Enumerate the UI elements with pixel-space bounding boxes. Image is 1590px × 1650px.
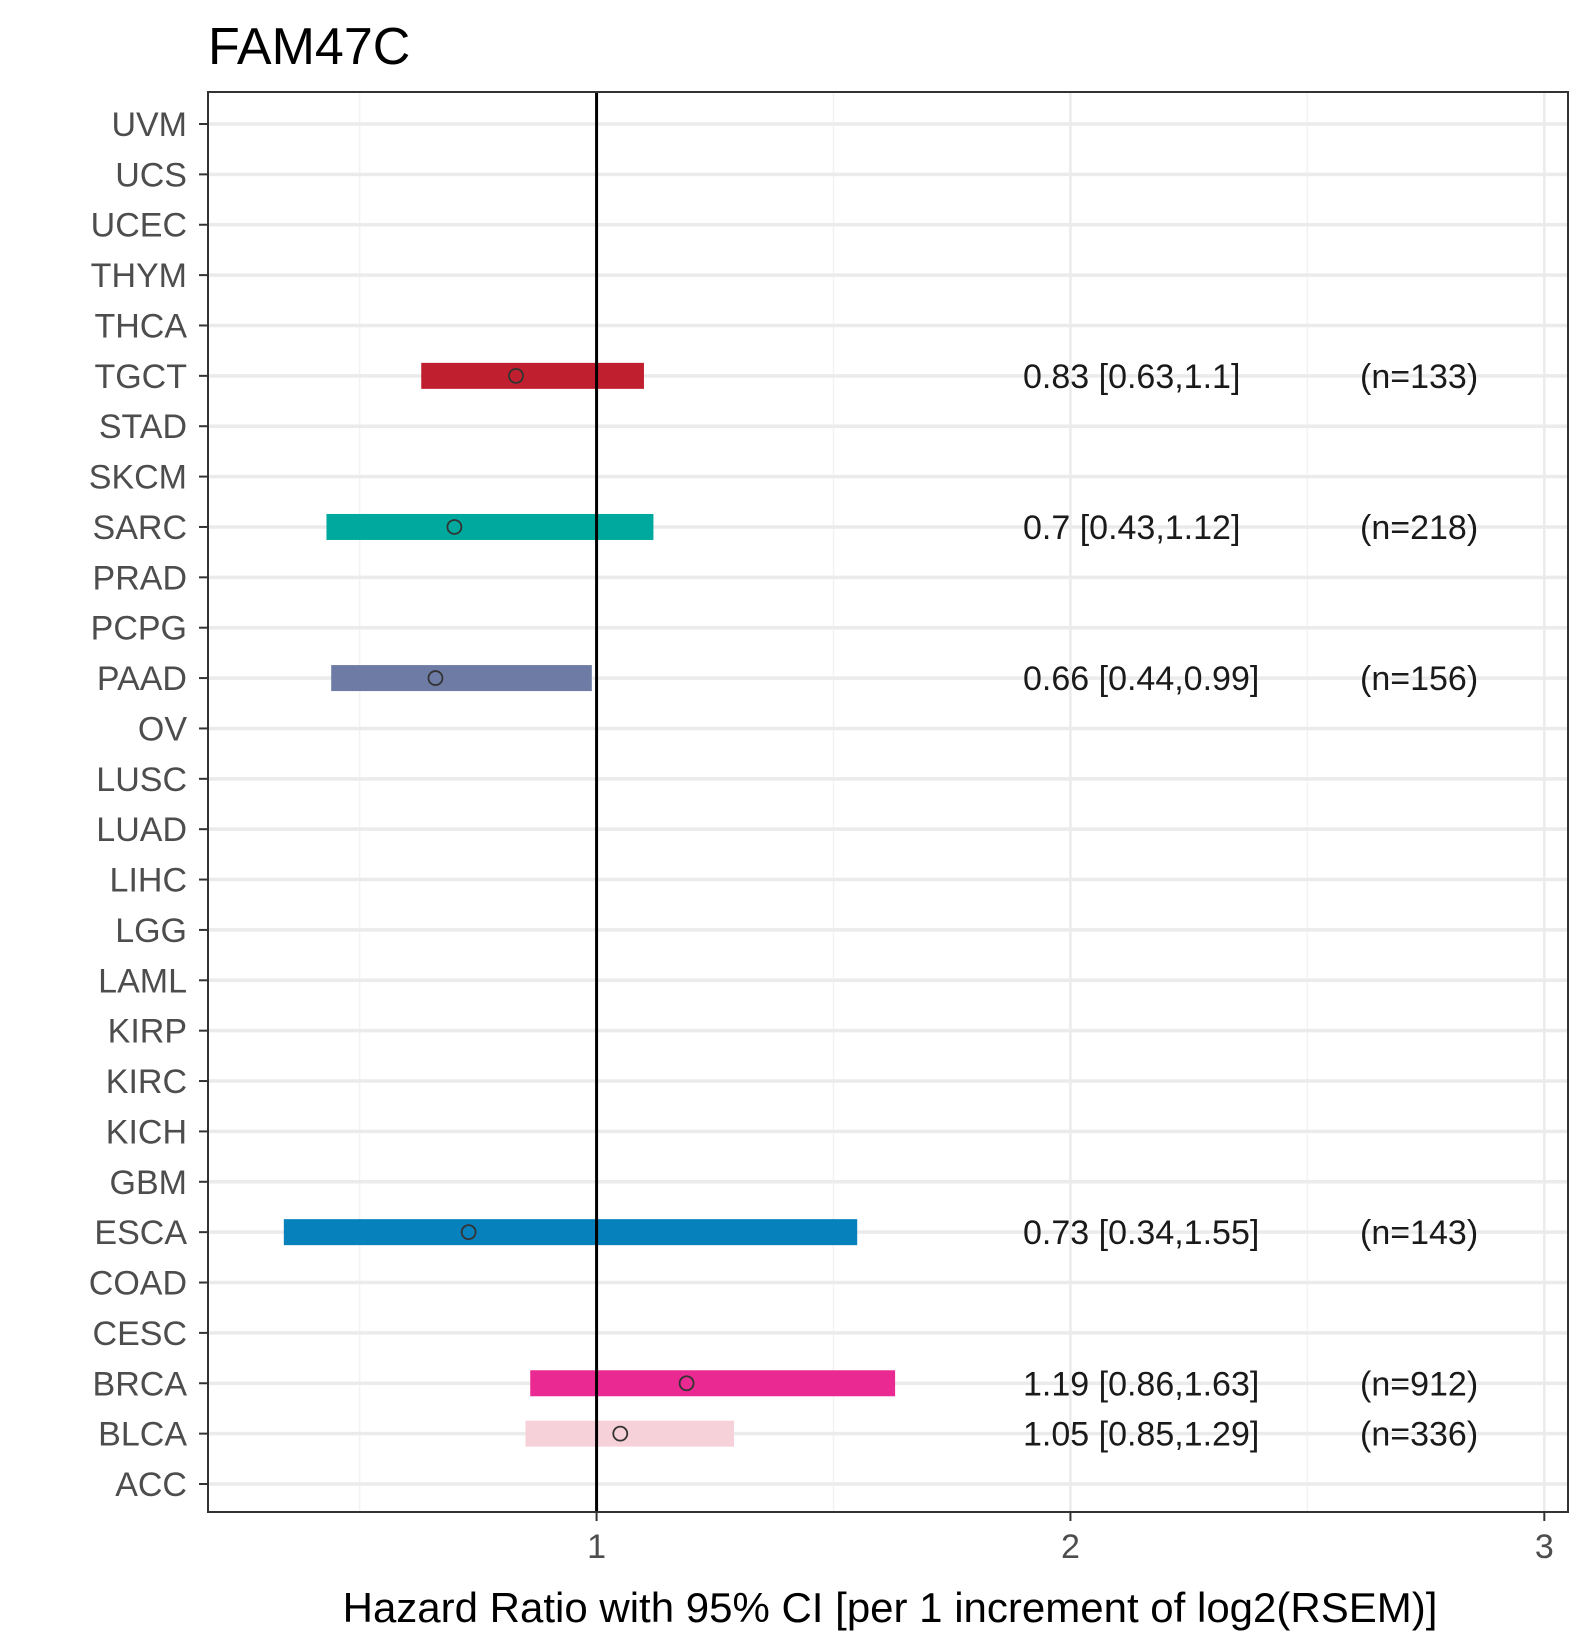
sample-size-label: (n=912)	[1360, 1365, 1478, 1403]
ci-bar-tgct	[421, 362, 644, 389]
ci-bar-sarc	[326, 513, 654, 540]
ci-bar-blca	[525, 1420, 734, 1447]
y-tick-label: GBM	[110, 1164, 187, 1202]
y-tick-label: LGG	[115, 912, 187, 950]
y-tick-label: THYM	[91, 257, 187, 295]
x-tick-label: 2	[1061, 1528, 1080, 1566]
y-tick-label: LIHC	[110, 862, 187, 900]
x-axis-label: Hazard Ratio with 95% CI [per 1 incremen…	[343, 1584, 1438, 1631]
y-tick-label: BLCA	[98, 1416, 187, 1454]
hr-point-esca	[460, 1224, 477, 1241]
y-tick-label: LAML	[98, 962, 187, 1000]
y-tick-label: PAAD	[97, 660, 187, 698]
x-tick-label: 1	[587, 1528, 606, 1566]
hr-ci-label: 1.05 [0.85,1.29]	[1023, 1416, 1259, 1454]
x-axis: 1 2 3	[587, 1512, 1554, 1566]
hr-ci-label: 0.7 [0.43,1.12]	[1023, 509, 1240, 547]
sample-size-label: (n=218)	[1360, 509, 1478, 547]
hr-point-sarc	[446, 519, 463, 535]
hr-ci-label: 0.73 [0.34,1.55]	[1023, 1214, 1259, 1252]
sample-size-label: (n=156)	[1360, 660, 1478, 698]
y-tick-label: SKCM	[89, 459, 187, 497]
hr-point-paad	[427, 670, 444, 686]
y-tick-label: PCPG	[91, 610, 187, 648]
y-axis: UVM UCS UCEC THYM THCA TGCT STAD SKCM SARC PRAD PC…	[89, 106, 208, 1504]
y-tick-label: KIRC	[106, 1063, 187, 1101]
ci-bar-brca	[530, 1370, 896, 1397]
y-tick-label: KICH	[106, 1113, 187, 1151]
hr-ci-label: 0.83 [0.63,1.1]	[1023, 358, 1240, 396]
y-tick-label: THCA	[94, 307, 187, 345]
chart-title: FAM47C	[208, 18, 410, 76]
hr-points	[427, 367, 695, 1442]
hr-point-blca	[612, 1425, 629, 1442]
sample-size-label: (n=133)	[1360, 358, 1478, 396]
y-tick-label: LUSC	[96, 761, 187, 799]
hr-ci-label: 0.66 [0.44,0.99]	[1023, 660, 1259, 698]
y-tick-label: TGCT	[94, 358, 187, 396]
hr-point-brca	[678, 1375, 695, 1392]
y-tick-label: ACC	[115, 1466, 187, 1504]
ci-bar-paad	[331, 665, 592, 692]
y-tick-label: OV	[138, 710, 187, 748]
hr-ci-label: 1.19 [0.86,1.63]	[1023, 1365, 1259, 1403]
sample-size-label: (n=143)	[1360, 1214, 1478, 1252]
y-tick-label: SARC	[93, 509, 187, 547]
y-tick-label: LUAD	[96, 811, 187, 849]
grid-lines	[208, 92, 1568, 1512]
sample-size-label: (n=336)	[1360, 1416, 1478, 1454]
y-tick-label: BRCA	[93, 1365, 188, 1403]
y-tick-label: ESCA	[94, 1214, 187, 1252]
annotations: 0.83 [0.63,1.1] (n=133) 0.7 [0.43,1.12] (n=…	[1023, 358, 1478, 1454]
ci-bars	[283, 362, 896, 1447]
y-tick-label: UVM	[111, 106, 187, 144]
y-tick-label: PRAD	[93, 559, 187, 597]
y-tick-label: CESC	[93, 1315, 187, 1353]
y-tick-label: UCS	[115, 156, 187, 194]
ci-bar-esca	[283, 1219, 858, 1246]
y-tick-label: STAD	[99, 408, 187, 446]
y-tick-label: COAD	[89, 1265, 187, 1303]
y-tick-label: UCEC	[91, 207, 187, 245]
y-tick-label: KIRP	[108, 1013, 187, 1051]
hr-point-tgct	[508, 367, 524, 384]
panel-border	[207, 91, 1569, 1513]
x-tick-label: 3	[1535, 1528, 1554, 1566]
